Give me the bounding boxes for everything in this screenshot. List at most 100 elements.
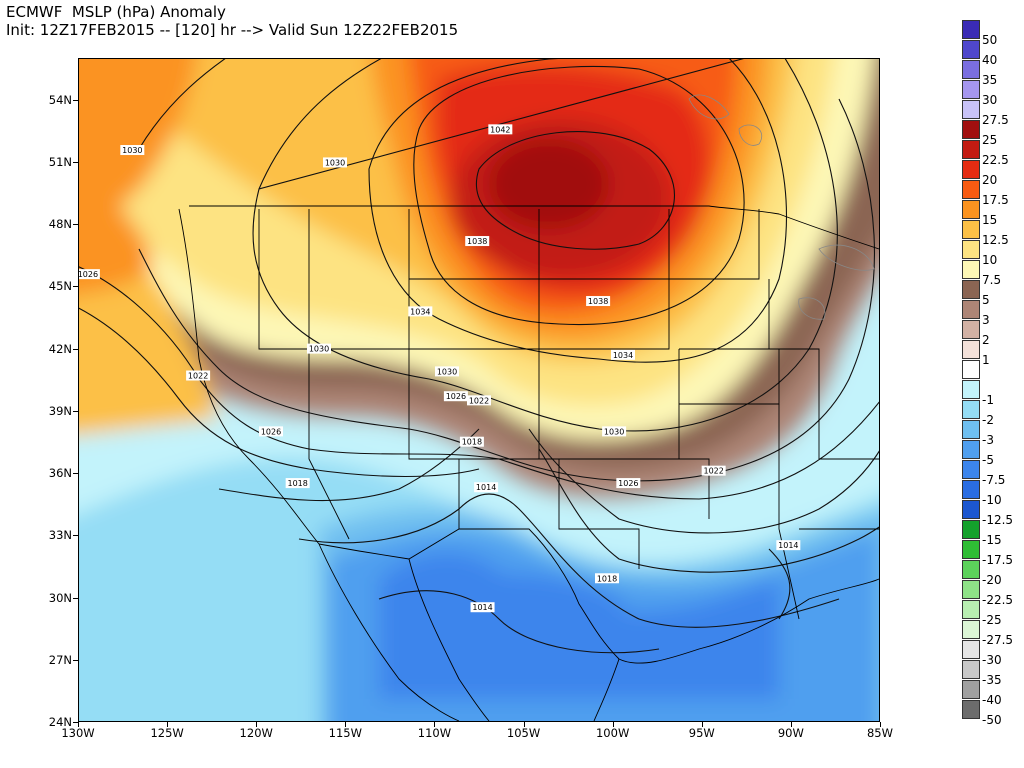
lon-tick-label: 105W bbox=[506, 726, 541, 740]
lat-tick-label: 36N bbox=[48, 466, 72, 480]
isobar-label: 1026 bbox=[446, 392, 466, 401]
lat-tick-label: 51N bbox=[48, 154, 72, 169]
isobar-label-bg bbox=[435, 366, 459, 377]
colorbar-label: 20 bbox=[982, 173, 998, 187]
lat-tick bbox=[73, 161, 78, 163]
colorbar-label: 25 bbox=[982, 133, 998, 147]
colorbar-swatch bbox=[962, 680, 980, 699]
colorbar-label: -30 bbox=[982, 653, 1002, 667]
lat-tick-label: 39N bbox=[48, 403, 72, 418]
isobar-label: 1042 bbox=[490, 125, 510, 134]
isobar-label-bg bbox=[586, 296, 611, 307]
lat-tick bbox=[73, 535, 78, 537]
colorbar-label: -17.5 bbox=[982, 553, 1014, 567]
isobar-label-bg bbox=[470, 602, 495, 613]
colorbar-swatch bbox=[962, 600, 980, 619]
isobar-label-bg bbox=[443, 391, 468, 402]
isobar-label-bg bbox=[474, 482, 499, 493]
lon-tick bbox=[523, 722, 525, 727]
colorbar-swatch bbox=[962, 180, 980, 199]
chart-title: ECMWF MSLP (hPa) Anomaly bbox=[6, 3, 226, 21]
isobar-label: 1026 bbox=[261, 427, 281, 436]
isobar-label-bg bbox=[323, 157, 347, 168]
lon-tick-label: 90W bbox=[777, 726, 804, 740]
lon-tick-label: 115W bbox=[328, 726, 362, 740]
lat-tick-label: 30N bbox=[48, 590, 72, 605]
colorbar-label: -20 bbox=[982, 573, 1002, 587]
anomaly-map: 1042 1038 1038 1034 1034 1030 1030 1030 1030 1030… bbox=[78, 58, 880, 722]
colorbar-swatch bbox=[962, 580, 980, 599]
lat-tick bbox=[73, 659, 78, 661]
political-boundaries bbox=[178, 205, 879, 721]
lon-tick bbox=[78, 722, 79, 727]
colorbar-label: 2 bbox=[982, 333, 990, 347]
lon-tick-label: 125W bbox=[150, 726, 184, 740]
colorbar-swatch bbox=[962, 700, 980, 719]
isobar-label-bg bbox=[186, 370, 211, 381]
colorbar-swatch bbox=[962, 360, 980, 379]
isobar-label: 1034 bbox=[613, 351, 633, 360]
colorbar-label: -27.5 bbox=[982, 633, 1014, 647]
colorbar-label: -12.5 bbox=[982, 513, 1014, 527]
lon-tick-label: 95W bbox=[688, 726, 715, 740]
lat-tick bbox=[73, 99, 78, 101]
colorbar-label: 3 bbox=[982, 313, 990, 327]
lon-tick-label: 120W bbox=[239, 726, 273, 740]
isobar-label-bg bbox=[467, 395, 491, 406]
isobar-label: 1030 bbox=[604, 427, 624, 436]
isobar-label: 1022 bbox=[188, 372, 208, 381]
colorbar-swatch bbox=[962, 560, 980, 579]
lat-tick-label: 42N bbox=[48, 341, 72, 356]
isobar-label: 1018 bbox=[597, 574, 617, 583]
colorbar-label: 22.5 bbox=[982, 153, 1009, 167]
colorbar-swatch bbox=[962, 160, 980, 179]
lon-tick-label: 130W bbox=[61, 726, 95, 740]
lat-tick bbox=[73, 224, 78, 225]
lon-tick bbox=[880, 722, 881, 727]
isobar-contours bbox=[79, 59, 879, 654]
isobar-label-bg bbox=[120, 145, 145, 156]
colorbar-swatch bbox=[962, 260, 980, 279]
lat-tick-label: 27N bbox=[48, 652, 72, 667]
isobar-label: 1030 bbox=[325, 158, 345, 167]
colorbar-label: -1 bbox=[982, 393, 994, 407]
colorbar-label: -10 bbox=[982, 493, 1002, 507]
isobar-label: 1022 bbox=[469, 396, 489, 405]
colorbar-swatch bbox=[962, 120, 980, 139]
colorbar-label: 15 bbox=[982, 213, 998, 227]
lon-tick bbox=[256, 722, 258, 727]
isobar-label: 1018 bbox=[287, 479, 307, 488]
colorbar-swatch bbox=[962, 460, 980, 479]
isobar-label-bg bbox=[285, 478, 310, 489]
isobar-label-bg bbox=[488, 124, 513, 135]
isobar-label: 1026 bbox=[79, 270, 98, 279]
colorbar-label: -35 bbox=[982, 673, 1002, 687]
colorbar-label: -22.5 bbox=[982, 593, 1014, 607]
colorbar-swatch bbox=[962, 240, 980, 259]
lon-tick-label: 110W bbox=[417, 726, 452, 740]
colorbar-swatch bbox=[962, 320, 980, 339]
colorbar-label: -50 bbox=[982, 713, 1002, 727]
isobar-label: 1038 bbox=[588, 297, 608, 306]
colorbar-swatch bbox=[962, 300, 980, 319]
colorbar-label: 1 bbox=[982, 353, 990, 367]
lon-tick bbox=[701, 722, 703, 727]
lon-tick bbox=[612, 722, 614, 727]
lon-tick bbox=[167, 722, 169, 727]
lat-tick bbox=[73, 597, 78, 599]
colorbar-label: 17.5 bbox=[982, 193, 1009, 207]
isobar-label-bg bbox=[776, 540, 801, 551]
isobar-label-bg bbox=[79, 269, 100, 280]
lat-tick bbox=[73, 286, 78, 288]
isobar-label-bg bbox=[602, 426, 627, 437]
colorbar-swatch bbox=[962, 400, 980, 419]
chart-subtitle: Init: 12Z17FEB2015 -- [120] hr --> Valid… bbox=[6, 21, 459, 39]
colorbar-label: -7.5 bbox=[982, 473, 1006, 487]
lon-tick-label: 85W bbox=[866, 726, 894, 740]
colorbar-swatch bbox=[962, 420, 980, 439]
colorbar-label: 35 bbox=[982, 73, 998, 87]
colorbar-swatch bbox=[962, 660, 980, 679]
colorbar-swatch bbox=[962, 20, 980, 39]
isobar-labels: 1042 1038 1038 1034 1034 1030 1030 1030 1030 1030… bbox=[79, 124, 801, 613]
isobar-label: 1014 bbox=[778, 541, 798, 550]
